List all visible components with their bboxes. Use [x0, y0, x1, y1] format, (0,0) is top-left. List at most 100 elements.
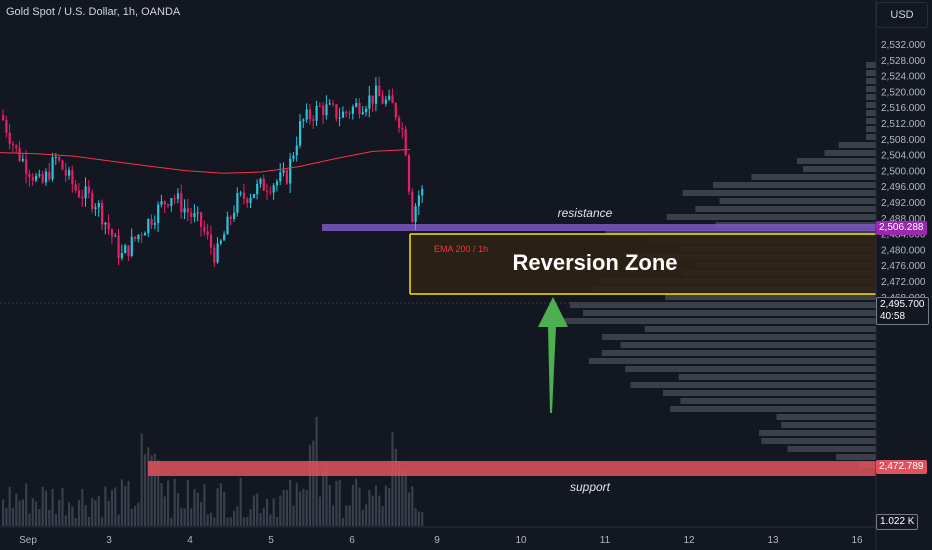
volume-bar: [242, 517, 246, 526]
ema-label: EMA 200 / 1h: [434, 244, 489, 254]
profile-bar: [803, 166, 876, 172]
time-axis[interactable]: Sep 3 4 5 6 9 10 11 12 13 16: [19, 535, 863, 546]
candle-body: [124, 245, 127, 254]
volume-bar: [124, 486, 127, 526]
price-tick-label: 2,476.000: [881, 261, 926, 272]
candle-body: [203, 226, 206, 232]
volume-bar: [180, 508, 183, 526]
volume-bar: [233, 510, 236, 526]
profile-bar: [670, 406, 876, 412]
profile-bar: [776, 414, 876, 420]
volume-bar: [15, 493, 18, 526]
volume-bar: [8, 486, 11, 526]
volume-bar: [18, 500, 21, 526]
price-tick-label: 2,484.000: [881, 230, 926, 241]
profile-bar: [866, 118, 876, 124]
candles: [2, 76, 424, 267]
candle-body: [64, 169, 67, 176]
candle-body: [259, 178, 262, 184]
candle-body: [256, 183, 259, 195]
profile-bar: [758, 430, 876, 436]
profile-bar: [682, 190, 876, 196]
volume-bar: [226, 517, 229, 526]
volume-bar: [279, 495, 282, 526]
candle-body: [54, 156, 57, 158]
volume-bar: [368, 489, 371, 526]
candle-body: [160, 201, 163, 205]
bar-countdown: 40:58: [880, 311, 906, 322]
profile-bar: [866, 86, 876, 92]
volume-bar: [44, 490, 48, 526]
candle-body: [68, 170, 71, 176]
price-tick-label: 2,524.000: [881, 72, 926, 83]
volume-bar: [81, 489, 84, 526]
volume-bar: [295, 482, 298, 526]
volume-bar: [305, 490, 308, 526]
candle-body: [368, 95, 371, 109]
currency-button[interactable]: USD: [876, 2, 928, 28]
candle-body: [401, 127, 404, 130]
up-arrow: [538, 297, 568, 413]
profile-bar: [866, 94, 876, 100]
volume-bar: [302, 488, 305, 526]
volume-bar: [374, 485, 378, 526]
volume-bar: [318, 496, 321, 526]
volume-bar: [348, 505, 351, 526]
price-tick-label: 2,516.000: [881, 103, 926, 114]
volume-bar: [71, 506, 74, 526]
candle-body: [140, 234, 143, 236]
candle-body: [196, 212, 199, 214]
candle-body: [117, 235, 120, 259]
candle-body: [58, 156, 61, 161]
time-tick-label: 13: [767, 535, 779, 546]
volume-bar: [414, 508, 417, 526]
volume-bar: [5, 507, 8, 526]
candle-body: [328, 103, 331, 105]
candle-body: [104, 222, 107, 225]
volume-bar: [358, 487, 361, 526]
support-band: [148, 461, 876, 476]
candle-body: [8, 132, 11, 144]
volume-bar: [394, 448, 397, 526]
volume-bar: [28, 513, 31, 526]
volume-bar: [355, 478, 358, 526]
volume-bar: [87, 516, 90, 526]
volume-bar: [203, 484, 206, 526]
candle-body: [411, 191, 414, 222]
volume-bar: [35, 501, 38, 526]
candle-body: [292, 155, 295, 159]
volume-bar: [173, 478, 176, 526]
candle-body: [25, 159, 28, 174]
candle-body: [170, 198, 173, 206]
candle-body: [279, 172, 282, 182]
candle-body: [305, 109, 308, 120]
candle-body: [150, 219, 153, 225]
candle-body: [134, 236, 137, 239]
volume-bar: [101, 517, 104, 526]
candle-body: [361, 112, 364, 115]
volume-bar: [193, 489, 196, 526]
volume-bar: [21, 499, 24, 526]
candle-body: [318, 105, 321, 107]
profile-bar: [625, 366, 876, 372]
candle-body: [209, 234, 213, 248]
candle-body: [371, 95, 374, 104]
candle-body: [384, 99, 387, 104]
price-axis[interactable]: 2,532.000 2,528.000 2,524.000 2,520.000 2,51…: [881, 40, 926, 304]
candle-body: [417, 195, 420, 207]
price-tick-label: 2,520.000: [881, 87, 926, 98]
volume-bar: [338, 480, 341, 526]
candle-body: [173, 198, 176, 200]
profile-bar: [630, 382, 876, 388]
candle-body: [81, 197, 84, 199]
candle-body: [163, 201, 166, 205]
candle-body: [269, 191, 272, 193]
candle-body: [332, 103, 335, 105]
profile-bar: [662, 390, 876, 396]
support-label: support: [569, 480, 611, 494]
volume-bar: [51, 488, 54, 526]
volume-bar: [289, 480, 292, 526]
profile-bar: [665, 294, 876, 300]
time-tick-label: 6: [349, 535, 355, 546]
